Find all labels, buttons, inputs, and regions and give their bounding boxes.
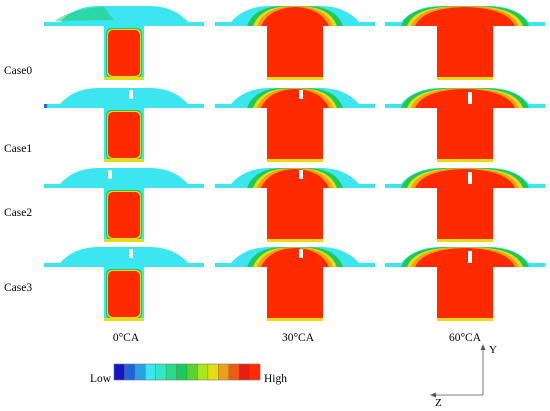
row-label-case3: Case3 (4, 282, 33, 294)
panel-case3-col1 (215, 246, 375, 321)
panel-case3-col2 (385, 246, 545, 321)
cylinder-bottom-band (104, 159, 144, 162)
cylinder-bottom-band (104, 77, 144, 80)
col-label-30ca: 30°CA (281, 332, 315, 344)
legend-swatch (176, 364, 188, 380)
y-axis-label: Y (489, 344, 497, 356)
fuel-plume (415, 169, 515, 242)
coordinate-axes (430, 344, 486, 398)
cylinder-bottom-band (267, 77, 323, 80)
cylinder-bottom-band (267, 239, 323, 242)
cylinder-bottom-band (267, 159, 323, 162)
contour-panels-grid (44, 5, 545, 321)
panel-case1-col1 (215, 87, 375, 162)
legend-swatch (207, 364, 219, 380)
legend-low-label: Low (90, 373, 112, 385)
injector-nozzle (129, 249, 133, 258)
cylinder-bottom-band (437, 239, 493, 242)
fuel-plume (261, 169, 329, 242)
panel-case2-col0 (44, 168, 204, 242)
injector-nozzle (299, 249, 303, 258)
fuel-core (108, 30, 140, 76)
injector-nozzle (468, 172, 472, 184)
injector-nozzle (299, 170, 303, 179)
y-axis-arrowhead (480, 344, 486, 350)
row-label-case0: Case0 (4, 65, 33, 77)
row-label-case1: Case1 (4, 143, 33, 155)
panel-case0-col0 (44, 6, 204, 80)
chamber-dome (44, 168, 204, 188)
col-label-60ca: 60°CA (448, 332, 482, 344)
row-label-case2: Case2 (4, 207, 33, 219)
fuel-plume (261, 248, 329, 321)
legend-swatch (155, 364, 167, 380)
legend-swatch (145, 364, 157, 380)
dome-green-wisp (54, 7, 114, 21)
legend-swatch (197, 364, 209, 380)
injector-nozzle (129, 90, 133, 99)
injector-nozzle (468, 251, 472, 263)
legend-swatch (228, 364, 240, 380)
legend-swatch (124, 364, 136, 380)
cylinder-bottom-band (104, 239, 144, 242)
panel-case1-col0 (44, 88, 204, 162)
cylinder-bottom-band (267, 318, 323, 321)
cylinder-bottom-band (437, 159, 493, 162)
legend-swatch (166, 364, 177, 380)
cylinder-bottom-band (437, 77, 493, 80)
fuel-core (108, 112, 140, 158)
col-label-0ca: 0°CA (112, 332, 140, 344)
fuel-core (108, 271, 140, 317)
panel-case3-col0 (44, 247, 204, 321)
fuel-plume (261, 89, 329, 162)
fuel-plume (261, 7, 329, 80)
legend-swatch (218, 364, 230, 380)
panel-case1-col2 (385, 87, 545, 162)
z-axis-arrowhead (430, 392, 436, 398)
panel-case2-col2 (385, 167, 545, 242)
chamber-dome (44, 247, 204, 267)
injector-nozzle (468, 92, 472, 104)
fuel-core (108, 192, 140, 238)
cylinder-bottom-band (437, 318, 493, 321)
inlet-marker (44, 104, 47, 108)
panel-case0-col2 (385, 5, 545, 81)
z-axis-label: Z (435, 397, 442, 409)
legend-high-label: High (264, 373, 287, 385)
panel-case0-col1 (215, 5, 375, 81)
fuel-plume (415, 7, 515, 80)
legend-swatch (114, 364, 125, 380)
legend-swatch (187, 364, 198, 380)
fuel-plume (415, 248, 515, 321)
injector-nozzle (299, 90, 303, 99)
legend-swatch (249, 364, 261, 380)
injector-nozzle (108, 170, 112, 179)
cylinder-bottom-band (104, 318, 144, 321)
fuel-plume (415, 89, 515, 162)
color-legend-bar (113, 363, 261, 381)
legend-swatch (239, 364, 250, 380)
chamber-dome (44, 88, 204, 108)
legend-swatch (134, 364, 146, 380)
panel-case2-col1 (215, 167, 375, 242)
